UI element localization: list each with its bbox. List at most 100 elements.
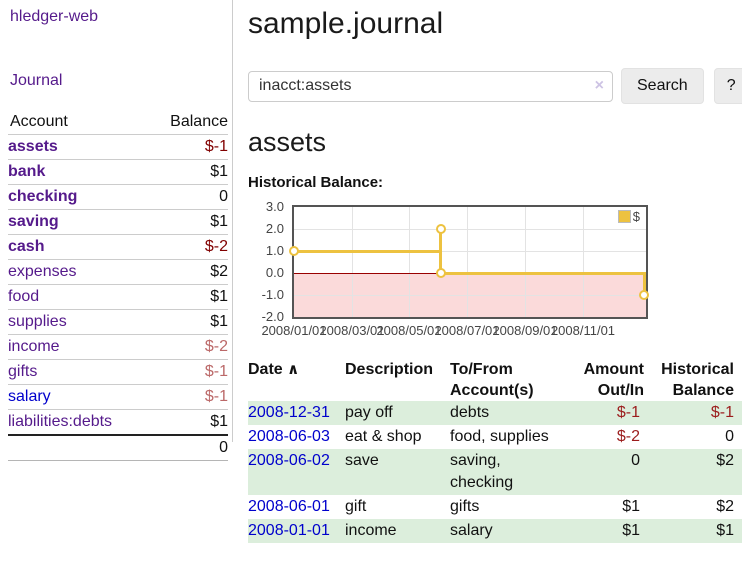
- account-link-checking[interactable]: checking: [8, 188, 78, 205]
- transaction-balance: $2: [716, 498, 734, 515]
- series-segment: [439, 228, 442, 274]
- account-row: supplies $1: [8, 309, 228, 335]
- register-header-accounts: To/From Account(s): [450, 361, 534, 399]
- transaction-date-link[interactable]: 2008-06-02: [248, 452, 330, 469]
- sort-ascending-icon: ∧: [287, 361, 300, 378]
- gridline: [525, 207, 526, 317]
- y-tick-label: -2.0: [261, 309, 284, 324]
- transaction-amount: $1: [622, 522, 640, 539]
- account-row: checking 0: [8, 184, 228, 210]
- search-button[interactable]: Search: [621, 68, 704, 104]
- account-balance: $-2: [149, 334, 228, 360]
- register-header-date[interactable]: Date ∧: [248, 359, 345, 401]
- account-balance: $1: [149, 409, 228, 436]
- accounts-header-row: Account Balance: [8, 110, 228, 135]
- register-header-balance: Historical Balance: [661, 361, 734, 399]
- chart-plot-area[interactable]: $: [289, 205, 649, 319]
- transaction-amount: $-1: [616, 404, 640, 421]
- account-balance: $-1: [149, 134, 228, 160]
- account-balance: $1: [149, 284, 228, 310]
- transaction-date-link[interactable]: 2008-12-31: [248, 404, 330, 421]
- register-account-heading: assets: [248, 127, 327, 157]
- account-balance: $-1: [149, 384, 228, 410]
- y-tick-label: 0.0: [265, 265, 284, 280]
- account-link-saving[interactable]: saving: [8, 213, 59, 230]
- chart-title: Historical Balance:: [248, 174, 384, 191]
- y-tick-label: -1.0: [261, 287, 284, 302]
- app-brand-link[interactable]: hledger-web: [10, 8, 99, 25]
- x-tick-label: 2008/01/01: [261, 323, 327, 338]
- account-balance: $2: [149, 259, 228, 285]
- transaction-amount: $-2: [616, 428, 640, 445]
- transaction-description: eat & shop: [345, 428, 422, 445]
- account-link-bank[interactable]: bank: [8, 163, 46, 180]
- account-row: saving $1: [8, 209, 228, 235]
- search-input[interactable]: [248, 70, 613, 102]
- account-link-supplies[interactable]: supplies: [8, 313, 67, 330]
- account-link-assets[interactable]: assets: [8, 138, 58, 155]
- account-balance: $-1: [149, 359, 228, 385]
- register-table: Date ∧ Description To/From Account(s) Am…: [248, 359, 742, 543]
- transaction-row: 2008-12-31 pay off debts $-1 $-1: [248, 401, 742, 425]
- account-link-gifts[interactable]: gifts: [8, 363, 38, 380]
- account-link-food[interactable]: food: [8, 288, 40, 305]
- x-tick-label: 2008/05/01: [376, 323, 442, 338]
- chart-legend: $: [617, 209, 640, 224]
- account-link-expenses[interactable]: expenses: [8, 263, 77, 280]
- transaction-description: income: [345, 522, 397, 539]
- transaction-description: save: [345, 452, 379, 469]
- register-header-amount: Amount Out/In: [583, 361, 644, 399]
- account-balance: 0: [149, 184, 228, 210]
- account-row: gifts $-1: [8, 359, 228, 385]
- gridline: [294, 251, 646, 252]
- transaction-row: 2008-06-01 gift gifts $1 $2: [248, 495, 742, 519]
- data-point-marker: [436, 268, 446, 278]
- transaction-balance: $1: [716, 522, 734, 539]
- data-point-marker: [289, 246, 299, 256]
- transaction-row: 2008-01-01 income salary $1 $1: [248, 519, 742, 543]
- account-row: bank $1: [8, 159, 228, 185]
- y-tick-label: 1.0: [265, 243, 284, 258]
- search-form: × Search ?: [248, 68, 742, 104]
- series-segment: [643, 273, 646, 296]
- gridline: [583, 207, 584, 317]
- gridline: [352, 207, 353, 317]
- account-link-income[interactable]: income: [8, 338, 60, 355]
- gridline: [409, 207, 410, 317]
- transaction-date-link[interactable]: 2008-06-01: [248, 498, 330, 515]
- account-row: salary $-1: [8, 384, 228, 410]
- x-tick-label: 2008/11/01: [550, 323, 616, 338]
- transaction-accounts: saving, checking: [450, 452, 514, 491]
- sidebar-item-journal[interactable]: Journal: [10, 72, 63, 89]
- help-button[interactable]: ?: [713, 68, 742, 104]
- account-row: food $1: [8, 284, 228, 310]
- transaction-accounts: gifts: [450, 498, 480, 515]
- transaction-description: gift: [345, 498, 367, 515]
- transaction-amount: $1: [622, 498, 640, 515]
- y-tick-label: 2.0: [265, 221, 284, 236]
- account-row: income $-2: [8, 334, 228, 360]
- sidebar: hledger-web Journal Account Balance asse…: [0, 0, 233, 461]
- gridline: [294, 295, 646, 296]
- account-link-liabilities-debts[interactable]: liabilities:debts: [8, 413, 113, 430]
- account-balance: $-2: [149, 234, 228, 260]
- transaction-date-link[interactable]: 2008-06-03: [248, 428, 330, 445]
- series-segment: [441, 272, 646, 275]
- account-row: cash $-2: [8, 234, 228, 260]
- accounts-total-value: 0: [149, 434, 228, 461]
- x-tick-label: 2008/09/01: [492, 323, 558, 338]
- accounts-header-balance: Balance: [149, 110, 228, 135]
- data-point-marker: [436, 224, 446, 234]
- account-link-salary[interactable]: salary: [8, 388, 51, 405]
- series-segment: [294, 250, 442, 253]
- data-point-marker: [639, 290, 649, 300]
- x-tick-label: 2008/03/01: [319, 323, 385, 338]
- clear-search-icon[interactable]: ×: [594, 76, 604, 94]
- transaction-date-link[interactable]: 2008-01-01: [248, 522, 330, 539]
- transaction-amount: 0: [631, 452, 640, 469]
- gridline: [467, 207, 468, 317]
- page-title: sample.journal: [248, 7, 444, 40]
- register-header-description: Description: [345, 361, 434, 378]
- legend-swatch-icon: [617, 210, 631, 223]
- account-link-cash[interactable]: cash: [8, 238, 45, 255]
